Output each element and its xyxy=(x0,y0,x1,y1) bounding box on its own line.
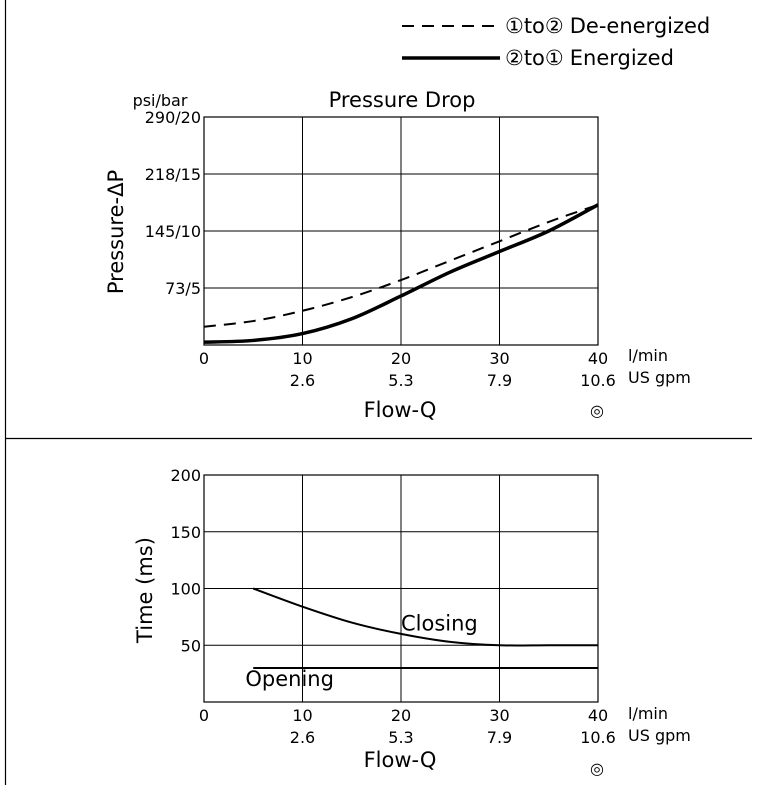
chart2-y-axis-label: Time (ms) xyxy=(133,537,157,644)
chart2-footnote-symbol: ◎ xyxy=(590,759,604,778)
chart2-x-axis-label: Flow-Q xyxy=(364,748,437,772)
chart2-y-tick-label-150: 150 xyxy=(170,523,201,542)
legend-item-de-energized: ①to② De-energized xyxy=(505,14,710,38)
chart2-series-closing xyxy=(252,587,598,647)
chart1-x-unit-secondary: US gpm xyxy=(628,368,691,387)
chart1-y-tick-label-20: 290/20 xyxy=(145,108,201,127)
chart1-x-tick-label-secondary-10: 2.6 xyxy=(290,371,315,390)
legend-symbol-1: ①to② xyxy=(505,14,564,38)
chart1-series-to-energized xyxy=(203,203,599,344)
chart1-y-unit: psi/bar xyxy=(133,91,188,110)
chart2-y-tick-label-100: 100 xyxy=(170,580,201,599)
chart1-series-to-de-energized xyxy=(203,203,599,328)
chart1-title: Pressure Drop xyxy=(329,88,476,112)
chart2-x-unit-primary: l/min xyxy=(628,704,668,723)
chart1-x-unit-primary: l/min xyxy=(628,346,668,365)
chart1-x-tick-label-secondary-20: 5.3 xyxy=(388,371,413,390)
pressure-drop-chart: Pressure Drop psi/bar Pressure-ΔP Flow-Q… xyxy=(104,88,691,422)
chart2-x-tick-label-secondary-30: 7.9 xyxy=(487,728,512,747)
chart1-x-tick-label-0: 0 xyxy=(199,349,209,368)
response-time-chart: Time (ms) Flow-Q l/min US gpm ◎ 0 10 2.6 20… xyxy=(133,466,691,778)
chart1-x-tick-label-30: 30 xyxy=(489,349,509,368)
chart1-x-tick-label-secondary-30: 7.9 xyxy=(487,371,512,390)
chart1-footnote-symbol: ◎ xyxy=(590,401,604,420)
chart2-x-tick-label-secondary-10: 2.6 xyxy=(290,728,315,747)
chart1-y-axis-label: Pressure-ΔP xyxy=(104,170,128,294)
chart1-x-tick-label-20: 20 xyxy=(391,349,411,368)
chart1-y-tick-label-10: 145/10 xyxy=(145,222,201,241)
legend-label-2: Energized xyxy=(570,46,674,70)
chart1-x-tick-label-secondary-40: 10.6 xyxy=(580,371,616,390)
chart1-plot-frame xyxy=(203,116,599,346)
chart2-plot-frame xyxy=(203,474,599,703)
chart2-x-tick-label-0: 0 xyxy=(199,706,209,725)
chart2-x-tick-label-secondary-40: 10.6 xyxy=(580,728,616,747)
chart1-y-tick-label-15: 218/15 xyxy=(145,165,201,184)
chart2-annotation-closing: Closing xyxy=(401,611,478,635)
chart1-x-tick-label-10: 10 xyxy=(292,349,312,368)
legend-item-energized: ②to① Energized xyxy=(505,46,674,70)
chart2-annotation-opening: Opening xyxy=(245,667,334,691)
chart1-x-tick-label-40: 40 xyxy=(588,349,608,368)
chart2-x-unit-secondary: US gpm xyxy=(628,726,691,745)
chart1-y-tick-label-5: 73/5 xyxy=(165,279,201,298)
chart2-x-tick-label-40: 40 xyxy=(588,706,608,725)
chart1-x-axis-label: Flow-Q xyxy=(364,398,437,422)
chart2-y-tick-label-200: 200 xyxy=(170,466,201,485)
legend-symbol-2: ②to① xyxy=(505,46,564,70)
legend-label-1: De-energized xyxy=(570,14,711,38)
chart2-x-tick-label-secondary-20: 5.3 xyxy=(388,728,413,747)
chart2-x-tick-label-10: 10 xyxy=(292,706,312,725)
chart2-x-tick-label-30: 30 xyxy=(489,706,509,725)
chart2-y-tick-label-50: 50 xyxy=(181,636,201,655)
legend: ①to② De-energized ②to① Energized xyxy=(402,14,710,70)
chart2-x-tick-label-20: 20 xyxy=(391,706,411,725)
